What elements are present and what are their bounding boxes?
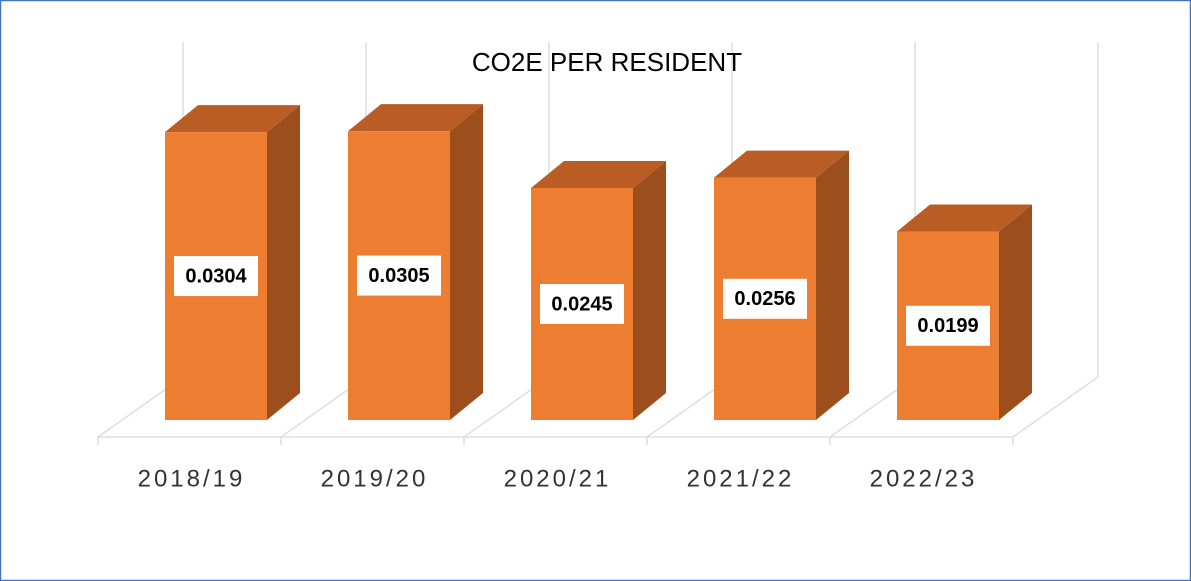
bar-top (714, 150, 849, 178)
x-tick-label: 2022/23 (870, 465, 978, 492)
data-label: 0.0199 (917, 315, 978, 337)
bar-side (633, 160, 666, 421)
x-tick-label: 2020/21 (504, 465, 612, 492)
data-label-box (540, 283, 624, 324)
x-tick-label: 2018/19 (138, 465, 246, 492)
data-label: 0.0256 (734, 288, 795, 310)
data-label-box (357, 255, 441, 296)
floor-line (1012, 376, 1099, 438)
data-label-box (906, 305, 990, 346)
bar-top (531, 160, 666, 188)
data-label: 0.0245 (551, 293, 612, 315)
bar-side (999, 204, 1032, 420)
data-label-box (723, 278, 807, 319)
bar-side (816, 150, 849, 420)
bar-top (897, 204, 1032, 232)
chart-title: CO2E PER RESIDENT (472, 47, 742, 77)
data-label-box (174, 256, 258, 297)
bar-side (450, 104, 483, 420)
bar-top (165, 105, 300, 133)
bar-side (267, 105, 300, 420)
data-label: 0.0304 (185, 265, 247, 287)
bar-top (348, 104, 483, 132)
data-label: 0.0305 (368, 265, 429, 287)
x-tick-label: 2019/20 (321, 465, 429, 492)
bars: 0.0304 0.0305 0.0245 0.0256 0.0199 (165, 104, 1032, 421)
x-tick-label: 2021/22 (687, 465, 795, 492)
